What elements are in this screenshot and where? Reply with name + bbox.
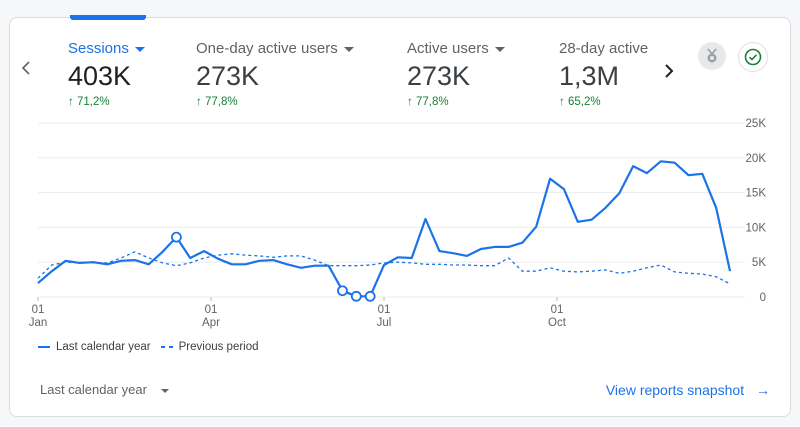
metric-value: 1,3M bbox=[559, 61, 620, 91]
y-tick-label: 10K bbox=[746, 222, 767, 234]
x-tick-month: Jan bbox=[29, 317, 48, 329]
anomaly-marker bbox=[364, 290, 376, 302]
metric-label: One-day active users bbox=[196, 40, 338, 57]
date-range-dropdown[interactable]: Last calendar year bbox=[40, 382, 169, 397]
metric-label: Sessions bbox=[68, 40, 129, 57]
anomaly-marker bbox=[170, 231, 182, 243]
x-tick-month: Oct bbox=[548, 317, 567, 329]
view-reports-snapshot-link[interactable]: View reports snapshot → bbox=[606, 382, 770, 398]
metric-sessions[interactable]: Sessions 403K ↑ 71,2% bbox=[68, 40, 145, 108]
metric-value: 273K bbox=[196, 61, 260, 91]
metric-change: 77,8% bbox=[204, 96, 238, 108]
x-tick-day: 01 bbox=[32, 304, 45, 316]
x-tick-day: 01 bbox=[551, 304, 564, 316]
chevron-left-icon[interactable] bbox=[20, 56, 32, 82]
x-tick-day: 01 bbox=[378, 304, 391, 316]
caret-down-icon[interactable] bbox=[134, 46, 145, 52]
date-range-label: Last calendar year bbox=[40, 382, 147, 397]
metric-change: 71,2% bbox=[76, 96, 110, 108]
y-tick-label: 5K bbox=[752, 257, 766, 269]
caret-down-icon[interactable] bbox=[494, 46, 505, 52]
arrow-up-icon: ↑ bbox=[407, 96, 413, 108]
check-circle-icon[interactable] bbox=[738, 42, 768, 72]
metric-label: Active users bbox=[407, 40, 489, 57]
snapshot-label: View reports snapshot bbox=[605, 382, 745, 398]
x-tick-day: 01 bbox=[205, 304, 218, 316]
arrow-up-icon: ↑ bbox=[559, 96, 565, 108]
sessions-overview-card bbox=[9, 17, 791, 417]
metric-change: 77,8% bbox=[415, 96, 449, 108]
solid-line-swatch bbox=[38, 346, 50, 348]
y-tick-label: 15K bbox=[746, 188, 767, 200]
caret-down-icon bbox=[160, 388, 169, 393]
last-calendar-year-line bbox=[37, 160, 732, 298]
anomaly-marker bbox=[350, 290, 362, 302]
arrow-up-icon: ↑ bbox=[68, 96, 74, 108]
chart-legend: Last calendar year Previous period bbox=[38, 341, 259, 353]
y-tick-label: 0 bbox=[760, 292, 766, 304]
arrow-up-icon: ↑ bbox=[196, 96, 202, 108]
metric-value: 403K bbox=[68, 61, 132, 91]
caret-down-icon[interactable] bbox=[343, 46, 354, 52]
metric-active-users[interactable]: Active users 273K ↑ 77,8% bbox=[407, 40, 505, 108]
y-tick-label: 25K bbox=[746, 118, 767, 130]
arrow-right-icon: → bbox=[756, 382, 770, 398]
dashed-line-swatch bbox=[160, 346, 173, 348]
metric-value: 273K bbox=[407, 61, 471, 91]
legend-current: Last calendar year bbox=[56, 341, 151, 353]
previous-period-line bbox=[37, 251, 731, 285]
anomaly-marker bbox=[337, 285, 348, 297]
x-tick-month: Jul bbox=[377, 317, 392, 329]
metric-28-day-active[interactable]: 28-day active 1,3M ↑ 65,2% bbox=[559, 40, 648, 108]
metric-change: 65,2% bbox=[567, 96, 601, 108]
medal-icon[interactable] bbox=[698, 42, 726, 70]
metric-one-day-active-users[interactable]: One-day active users 273K ↑ 77,8% bbox=[196, 40, 354, 108]
active-tab-indicator bbox=[70, 15, 146, 20]
metric-label: 28-day active bbox=[559, 40, 649, 57]
chevron-right-icon[interactable] bbox=[663, 59, 675, 85]
legend-previous: Previous period bbox=[178, 341, 259, 353]
y-tick-label: 20K bbox=[746, 153, 767, 165]
x-tick-month: Apr bbox=[202, 317, 220, 329]
